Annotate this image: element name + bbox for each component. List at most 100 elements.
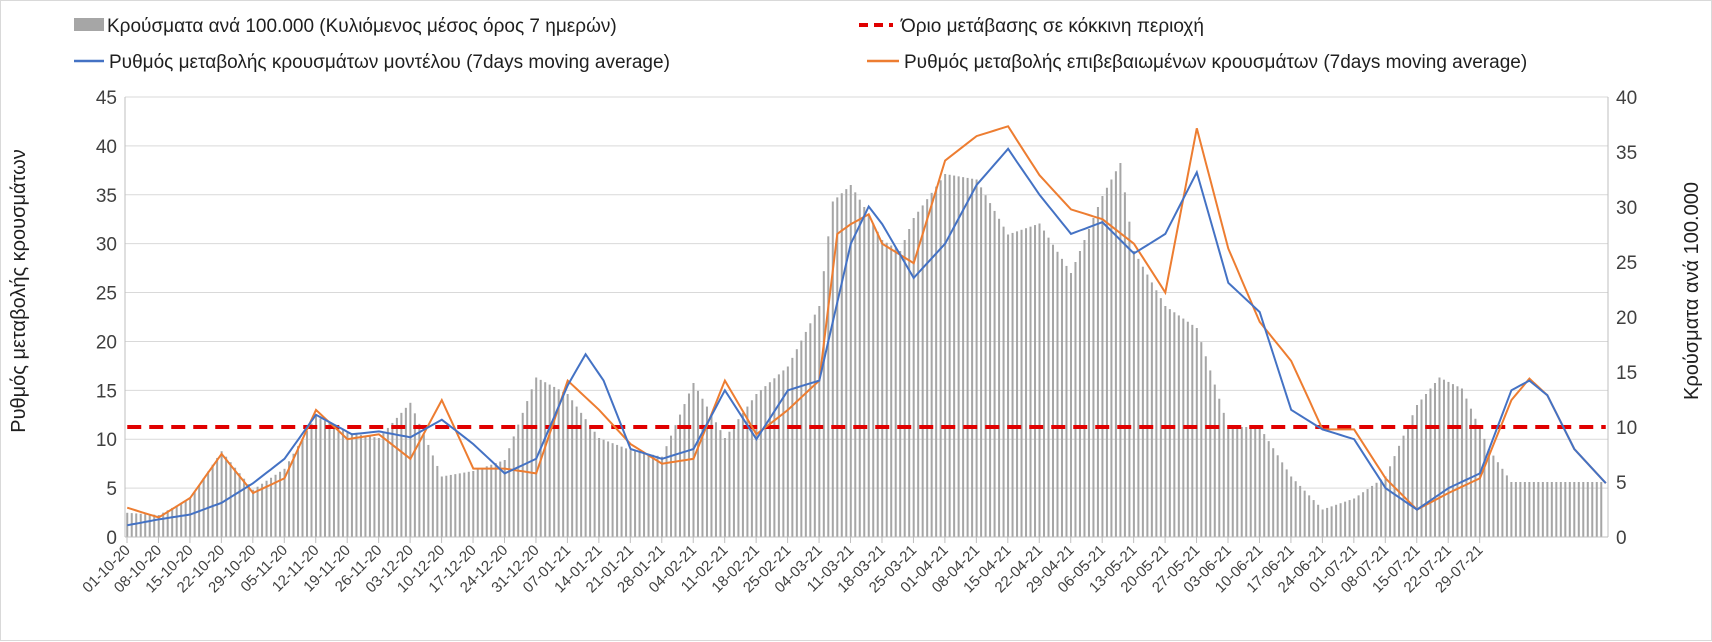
bar: [589, 425, 592, 537]
y-left-tick-label: 5: [106, 479, 117, 500]
legend-model-label: Ρυθμός μεταβολής κρουσμάτων μοντέλου (7d…: [109, 52, 670, 73]
bar: [270, 477, 273, 537]
bar: [521, 412, 524, 537]
bar: [517, 424, 520, 537]
bar: [413, 413, 416, 537]
bar: [1245, 427, 1248, 537]
bar: [144, 514, 147, 537]
bar: [481, 467, 484, 537]
y-left-tick-label: 0: [106, 528, 117, 549]
bar: [1263, 434, 1266, 537]
bar: [1177, 315, 1180, 537]
bar: [768, 382, 771, 537]
bar: [332, 425, 335, 537]
bar: [1074, 262, 1077, 537]
bar: [1096, 207, 1099, 537]
bar: [404, 407, 407, 537]
bar: [948, 174, 951, 538]
bar: [629, 450, 632, 537]
y-left-tick-label: 35: [96, 186, 117, 207]
bar: [719, 430, 722, 537]
bar: [993, 210, 996, 537]
bar: [553, 386, 556, 537]
bar: [1465, 398, 1468, 537]
bar: [849, 185, 852, 537]
bar: [319, 418, 322, 537]
bar: [1420, 399, 1423, 537]
y-right-tick-label: 40: [1616, 88, 1637, 109]
bar: [391, 422, 394, 537]
bar: [310, 423, 313, 537]
bar: [1209, 370, 1212, 537]
bar: [1402, 435, 1405, 537]
bar: [1092, 218, 1095, 537]
bar: [1254, 427, 1257, 537]
bar: [782, 370, 785, 537]
bar: [1110, 179, 1113, 537]
bar: [1451, 384, 1454, 537]
bar: [386, 427, 389, 537]
y-right-tick-label: 0: [1616, 528, 1627, 549]
bar: [1038, 223, 1041, 537]
bar: [1101, 196, 1104, 537]
bar: [759, 390, 762, 537]
bar: [1487, 449, 1490, 537]
y-right-tick-label: 10: [1616, 418, 1637, 439]
bar: [1456, 386, 1459, 537]
bar: [1290, 476, 1293, 537]
bar: [643, 452, 646, 537]
line-series: [126, 125, 1607, 527]
bar: [876, 231, 879, 537]
bar: [899, 251, 902, 537]
bar: [1150, 282, 1153, 537]
bar: [840, 193, 843, 537]
legend-bars-label: Κρούσματα ανά 100.000 (Κυλιόμενος μέσος …: [107, 16, 617, 37]
bar: [449, 474, 452, 537]
bar: [1415, 405, 1419, 537]
bar: [1460, 388, 1463, 537]
bar: [1568, 482, 1571, 537]
y-right-tick-label: 20: [1616, 308, 1637, 329]
bar: [836, 197, 839, 537]
bar: [1438, 377, 1441, 537]
bar: [350, 433, 353, 537]
bar: [220, 451, 223, 537]
bar: [1218, 398, 1221, 537]
bar: [1474, 418, 1477, 537]
bar: [1119, 163, 1122, 537]
y-right-tick-label: 5: [1616, 473, 1627, 494]
bar: [562, 391, 565, 537]
bar: [678, 414, 682, 537]
bar: [944, 174, 947, 537]
bar: [1519, 482, 1522, 537]
bar: [355, 434, 358, 537]
bar: [225, 456, 228, 537]
bar: [580, 412, 583, 537]
bar: [292, 453, 295, 537]
bar: [1083, 240, 1086, 537]
y-right-ticks: 0 5 10 15 20 25 30 35 40: [1616, 88, 1637, 549]
bar: [966, 177, 969, 537]
bar: [1546, 482, 1549, 537]
bar: [584, 419, 587, 537]
bar: [238, 473, 241, 537]
bar: [822, 271, 825, 537]
bar: [989, 203, 992, 538]
y-left-title: Ρυθμός μεταβολής κρουσμάτων: [8, 149, 30, 433]
bar: [328, 423, 331, 537]
y-left-tick-label: 40: [96, 137, 117, 158]
bar: [377, 438, 380, 537]
x-ticks: 01-10-2008-10-2015-10-2022-10-2029-10-20…: [79, 537, 1487, 596]
bar: [1294, 481, 1297, 537]
bar: [202, 478, 205, 537]
bar: [544, 382, 547, 537]
bar: [1132, 251, 1135, 537]
bar: [1366, 489, 1369, 537]
bar: [1034, 225, 1037, 538]
bar: [364, 435, 367, 537]
bar: [962, 177, 965, 537]
bar: [234, 467, 237, 537]
bar: [1114, 171, 1117, 537]
bar: [1407, 425, 1410, 537]
